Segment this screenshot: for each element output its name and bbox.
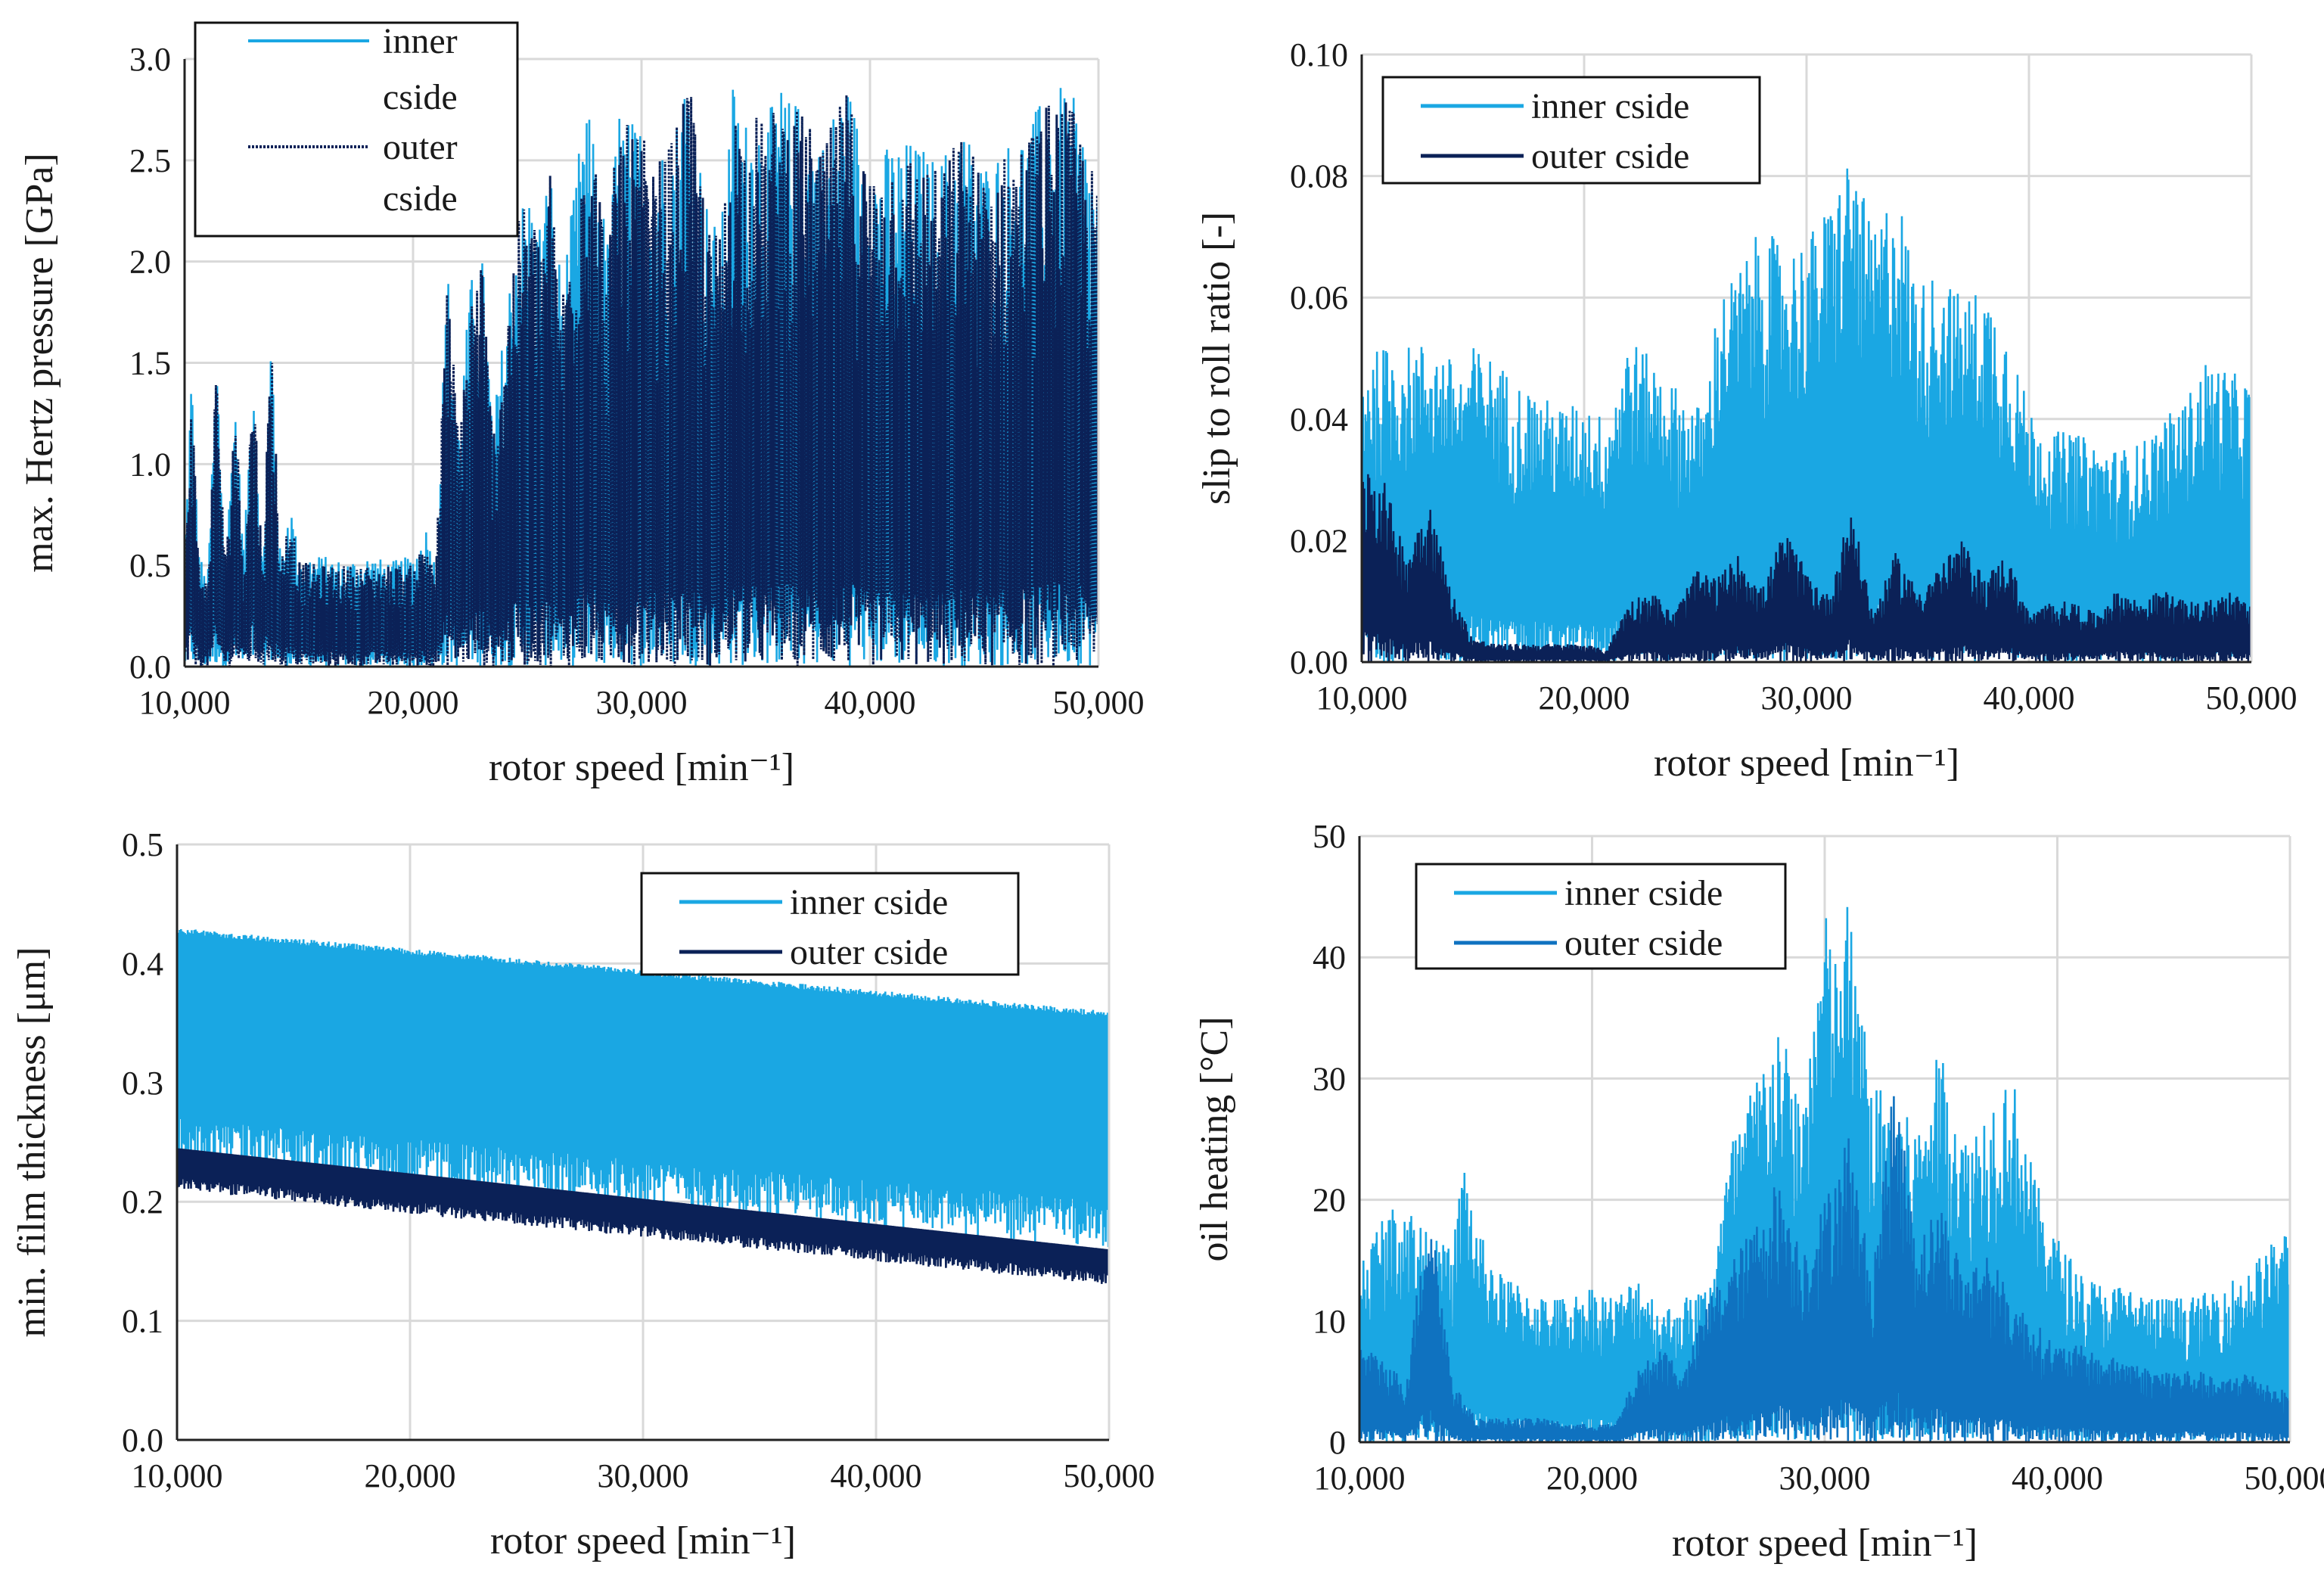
x-tick-label: 10,000	[1316, 679, 1408, 717]
series-line-outer-cside	[1358, 1096, 2291, 1443]
y-tick-label: 0.02	[1290, 522, 1348, 559]
legend-label: inner	[383, 21, 458, 61]
series-line-outer-cside	[176, 1148, 1111, 1284]
plot-area-oil	[1358, 906, 2291, 1443]
x-tick-label: 50,000	[1064, 1457, 1155, 1494]
y-tick-label: 0.10	[1290, 36, 1348, 73]
chart-hertz: 10,000 20,000 30,000 40,000 50,000 0.0 0.5 1.0 1…	[18, 21, 1145, 789]
y-tick-label: 0.0	[122, 1422, 163, 1459]
plot-area-slip	[1360, 168, 2253, 663]
x-tick-label: 20,000	[365, 1457, 456, 1494]
y-tick-label: 0.3	[122, 1065, 163, 1102]
y-tick-label: 0.4	[122, 945, 163, 982]
legend-label: cside	[383, 77, 458, 117]
y-tick-label: 2.5	[129, 142, 171, 179]
x-tick-label: 40,000	[825, 684, 916, 721]
legend-label: outer	[383, 127, 458, 167]
legend-label: outer cside	[1531, 136, 1689, 176]
y-tick-label: 50	[1313, 818, 1346, 855]
y-tick-label: 0	[1329, 1424, 1346, 1461]
y-tick-label: 1.0	[129, 446, 171, 483]
y-tick-label: 10	[1313, 1303, 1346, 1340]
y-axis-title: max. Hertz pressure [GPa]	[18, 153, 61, 572]
y-axis-title: min. film thickness [μm]	[11, 947, 54, 1337]
y-tick-label: 0.06	[1290, 279, 1348, 316]
y-tick-label: 2.0	[129, 244, 171, 281]
x-tick-label: 50,000	[2245, 1460, 2324, 1497]
x-tick-label: 30,000	[598, 1457, 689, 1494]
x-tick-label: 40,000	[831, 1457, 922, 1494]
series-line-inner-cside	[1360, 168, 2253, 662]
series-line-outer-cside	[183, 95, 1100, 667]
legend: inner cside outer cside	[1415, 863, 1787, 970]
x-tick-label: 30,000	[1761, 679, 1853, 717]
legend-box	[1381, 76, 1761, 185]
y-axis-title: oil heating [°C]	[1193, 1016, 1236, 1261]
legend-label: outer cside	[1564, 923, 1723, 963]
y-tick-label: 0.04	[1290, 401, 1348, 438]
legend-box	[640, 872, 1020, 976]
plot-area-film	[176, 928, 1111, 1284]
y-tick-label: 0.5	[122, 826, 163, 863]
legend: inner cside outer cside	[640, 872, 1020, 976]
x-tick-label: 30,000	[596, 684, 688, 721]
x-tick-label: 40,000	[2012, 1460, 2103, 1497]
legend-label: inner cside	[1564, 873, 1723, 913]
x-tick-label: 50,000	[2206, 679, 2298, 717]
chart-slip: 10,000 20,000 30,000 40,000 50,000 0.00 0.02 0.…	[1195, 36, 2298, 785]
y-axis-title: slip to roll ratio [-]	[1195, 212, 1238, 505]
plot-area-hertz	[183, 88, 1100, 667]
legend-label: outer cside	[790, 932, 948, 972]
y-tick-label: 20	[1313, 1182, 1346, 1219]
legend-label: inner cside	[790, 882, 948, 922]
x-tick-label: 20,000	[1539, 679, 1630, 717]
y-tick-label: 0.5	[129, 547, 171, 584]
x-tick-label: 20,000	[1546, 1460, 1638, 1497]
x-axis-title: rotor speed [min⁻¹]	[489, 746, 794, 789]
x-axis-title: rotor speed [min⁻¹]	[1654, 742, 1959, 785]
y-tick-label: 0.1	[122, 1303, 163, 1340]
x-tick-label: 30,000	[1779, 1460, 1871, 1497]
x-tick-label: 50,000	[1053, 684, 1145, 721]
legend-label: cside	[383, 179, 458, 219]
y-tick-label: 30	[1313, 1060, 1346, 1097]
x-tick-label: 10,000	[139, 684, 231, 721]
legend: inner cside outer cside	[194, 21, 519, 238]
x-tick-label: 40,000	[1984, 679, 2075, 717]
chart-film: 10,000 20,000 30,000 40,000 50,000 0.0 0.1 0.2 0…	[11, 826, 1155, 1562]
x-tick-label: 20,000	[368, 684, 459, 721]
y-tick-label: 0.2	[122, 1183, 163, 1220]
y-tick-label: 3.0	[129, 41, 171, 78]
y-tick-label: 0.0	[129, 648, 171, 686]
series-line-outer-cside	[1360, 474, 2253, 663]
x-tick-label: 10,000	[1314, 1460, 1406, 1497]
x-tick-label: 10,000	[132, 1457, 223, 1494]
y-tick-label: 0.08	[1290, 158, 1348, 195]
legend-box	[194, 21, 519, 238]
x-axis-title: rotor speed [min⁻¹]	[490, 1519, 796, 1562]
chart-oil: 10,000 20,000 30,000 40,000 50,000 0 10 20 30 40 5…	[1193, 818, 2324, 1565]
y-tick-label: 1.5	[129, 345, 171, 382]
y-tick-label: 0.00	[1290, 644, 1348, 681]
y-tick-label: 40	[1313, 939, 1346, 976]
legend-box	[1415, 863, 1787, 970]
legend: inner cside outer cside	[1381, 76, 1761, 185]
legend-label: inner cside	[1531, 86, 1689, 126]
x-axis-title: rotor speed [min⁻¹]	[1672, 1522, 1978, 1565]
